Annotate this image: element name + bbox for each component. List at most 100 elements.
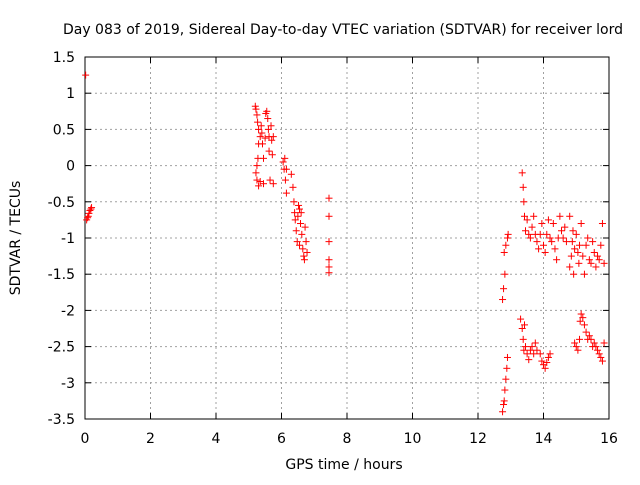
- data-point: [298, 230, 306, 238]
- data-point: [562, 238, 570, 246]
- data-point: [551, 245, 559, 253]
- data-point: [568, 238, 576, 246]
- data-point: [269, 180, 277, 188]
- data-point: [546, 350, 554, 358]
- data-point: [259, 154, 267, 162]
- y-tick-label: 1: [66, 86, 75, 102]
- axes: [84, 56, 610, 420]
- y-tick-label: -1: [61, 231, 75, 247]
- data-point: [587, 259, 595, 267]
- data-point: [585, 256, 593, 264]
- data-point: [559, 234, 567, 242]
- data-point: [88, 204, 96, 212]
- data-point: [281, 154, 289, 162]
- data-point: [503, 234, 511, 242]
- data-point: [549, 220, 557, 228]
- data-point: [279, 158, 287, 166]
- data-point: [518, 169, 526, 177]
- data-point: [281, 176, 289, 184]
- data-point: [282, 189, 290, 197]
- data-point: [291, 209, 299, 217]
- data-point: [518, 325, 526, 332]
- data-point: [501, 386, 509, 394]
- data-point: [251, 102, 259, 110]
- data-point: [572, 343, 580, 351]
- x-axis-title: GPS time / hours: [285, 457, 402, 473]
- data-point: [556, 212, 564, 220]
- data-point: [544, 353, 552, 361]
- x-tick-labels: 0 2 4 6 8 10 12 14 16: [81, 431, 618, 447]
- data-point: [500, 397, 508, 405]
- y-tick-label: 0.5: [53, 122, 75, 138]
- y-tick-label: -3.5: [48, 412, 75, 428]
- data-point: [502, 375, 510, 383]
- data-point: [325, 238, 333, 246]
- data-point: [252, 169, 260, 177]
- data-point: [254, 118, 262, 126]
- data-point: [267, 122, 275, 130]
- plot-border: [84, 56, 610, 420]
- data-point: [576, 335, 584, 343]
- data-point: [325, 194, 333, 202]
- y-tick-label: -0.5: [48, 195, 75, 211]
- data-point: [521, 212, 529, 220]
- data-point: [584, 234, 592, 242]
- data-point: [300, 256, 308, 264]
- data-point: [595, 350, 603, 358]
- data-point: [258, 129, 266, 137]
- data-point: [589, 238, 597, 246]
- data-point: [257, 122, 265, 130]
- x-tick-label: 4: [212, 431, 221, 447]
- data-point: [533, 238, 541, 246]
- data-point: [566, 212, 574, 220]
- data-point: [294, 212, 302, 220]
- data-point: [530, 212, 538, 220]
- y-axis-title: SDTVAR / TECUs: [8, 181, 24, 296]
- data-point: [519, 183, 527, 191]
- data-point: [253, 111, 261, 119]
- data-point: [575, 259, 583, 267]
- data-point: [259, 140, 267, 148]
- data-point: [595, 256, 603, 264]
- data-point: [598, 357, 606, 365]
- data-point: [523, 216, 531, 224]
- data-point: [571, 245, 579, 253]
- data-point: [252, 105, 260, 113]
- y-tick-label: -2.5: [48, 340, 75, 356]
- data-point: [543, 359, 551, 367]
- data-point: [500, 401, 508, 409]
- data-point: [577, 310, 585, 318]
- data-point: [268, 151, 276, 159]
- data-point: [302, 238, 310, 246]
- data-point: [504, 230, 512, 238]
- data-point: [290, 198, 298, 206]
- data-point: [520, 198, 528, 206]
- data-point: [580, 321, 588, 329]
- data-point: [282, 165, 290, 173]
- data-point: [574, 346, 582, 354]
- data-point: [325, 256, 333, 264]
- data-point: [253, 162, 261, 170]
- data-point: [576, 241, 584, 249]
- data-point: [526, 234, 534, 242]
- x-tick-label: 12: [469, 431, 487, 447]
- data-point: [585, 332, 593, 340]
- data-point: [531, 339, 539, 347]
- data-point: [594, 346, 602, 354]
- y-tick-label: -2: [61, 303, 75, 319]
- data-point: [597, 241, 605, 249]
- data-point: [590, 248, 598, 256]
- data-point: [519, 335, 527, 343]
- data-point: [590, 339, 598, 347]
- data-point: [325, 212, 333, 220]
- x-tick-label: 10: [404, 431, 422, 447]
- chart-title: Day 083 of 2019, Sidereal Day-to-day VTE…: [63, 22, 623, 38]
- data-point: [521, 321, 529, 329]
- data-point: [295, 201, 303, 209]
- data-point: [587, 335, 595, 343]
- data-point: [265, 147, 273, 155]
- data-point: [582, 328, 590, 336]
- data-point: [264, 115, 272, 123]
- x-tick-label: 0: [81, 431, 90, 447]
